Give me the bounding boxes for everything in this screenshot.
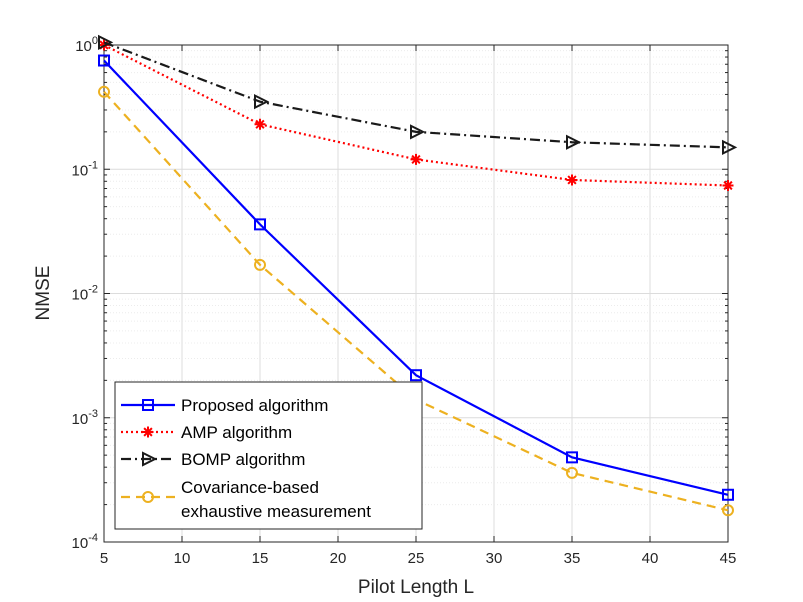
x-tick-label: 5 — [100, 550, 108, 567]
data-point-marker — [98, 34, 114, 50]
x-tick-label: 35 — [564, 550, 581, 567]
x-tick-label: 45 — [720, 550, 737, 567]
legend-entry-3: BOMP algorithm — [121, 450, 305, 469]
y-axis-label: NMSE — [33, 266, 54, 321]
y-tick-label: 10-2 — [72, 284, 98, 304]
data-point-marker — [410, 124, 426, 140]
legend-marker — [142, 491, 154, 503]
legend-marker — [142, 399, 154, 411]
series-line — [103, 59, 729, 496]
series-line — [103, 44, 729, 187]
data-point-marker — [98, 54, 110, 67]
y-tick-label: 10-3 — [72, 408, 98, 428]
legend-marker — [142, 426, 154, 438]
data-point-marker — [722, 504, 734, 517]
series-line — [103, 41, 729, 149]
data-point-marker — [254, 258, 266, 271]
data-point-marker — [722, 179, 734, 191]
data-point-marker — [566, 451, 578, 464]
data-point-marker — [722, 139, 738, 155]
x-axis-ticks: 5 10 15 20 25 30 35 40 45 — [100, 45, 737, 567]
x-tick-label: 40 — [642, 550, 659, 567]
legend-label: exhaustive measurement — [181, 502, 371, 521]
data-point-marker — [722, 488, 734, 501]
legend-label: Covariance-based — [181, 478, 319, 497]
legend-entry-2: AMP algorithm — [121, 423, 292, 442]
legend: Proposed algorithm AMP algorithm BOMP algo… — [114, 381, 423, 530]
data-point-marker — [566, 174, 578, 186]
legend-box — [114, 381, 423, 530]
y-tick-label: 10-1 — [72, 159, 98, 179]
x-tick-label: 20 — [330, 550, 347, 567]
data-point-marker — [254, 218, 266, 231]
series-1 — [98, 54, 734, 501]
y-tick-label: 100 — [75, 35, 98, 55]
legend-label: BOMP algorithm — [181, 450, 305, 469]
data-point-marker — [410, 369, 422, 382]
data-point-marker — [566, 466, 578, 479]
data-point-marker — [98, 85, 110, 98]
y-tick-label: 10-4 — [72, 532, 98, 552]
legend-entry-1: Proposed algorithm — [121, 396, 328, 415]
data-point-marker — [566, 134, 582, 150]
data-point-marker — [254, 118, 266, 130]
data-point-marker — [254, 94, 270, 110]
legend-label: Proposed algorithm — [181, 396, 328, 415]
x-tick-label: 25 — [408, 550, 425, 567]
x-tick-label: 10 — [174, 550, 191, 567]
data-point-marker — [410, 153, 422, 165]
legend-entry-4: Covariance-based exhaustive measurement — [121, 478, 371, 521]
x-axis-label: Pilot Length L — [358, 577, 474, 598]
x-tick-label: 30 — [486, 550, 503, 567]
legend-label: AMP algorithm — [181, 423, 292, 442]
x-tick-label: 15 — [252, 550, 269, 567]
plot-frame — [103, 44, 729, 543]
legend-marker — [142, 451, 158, 467]
series-3 — [98, 34, 738, 155]
